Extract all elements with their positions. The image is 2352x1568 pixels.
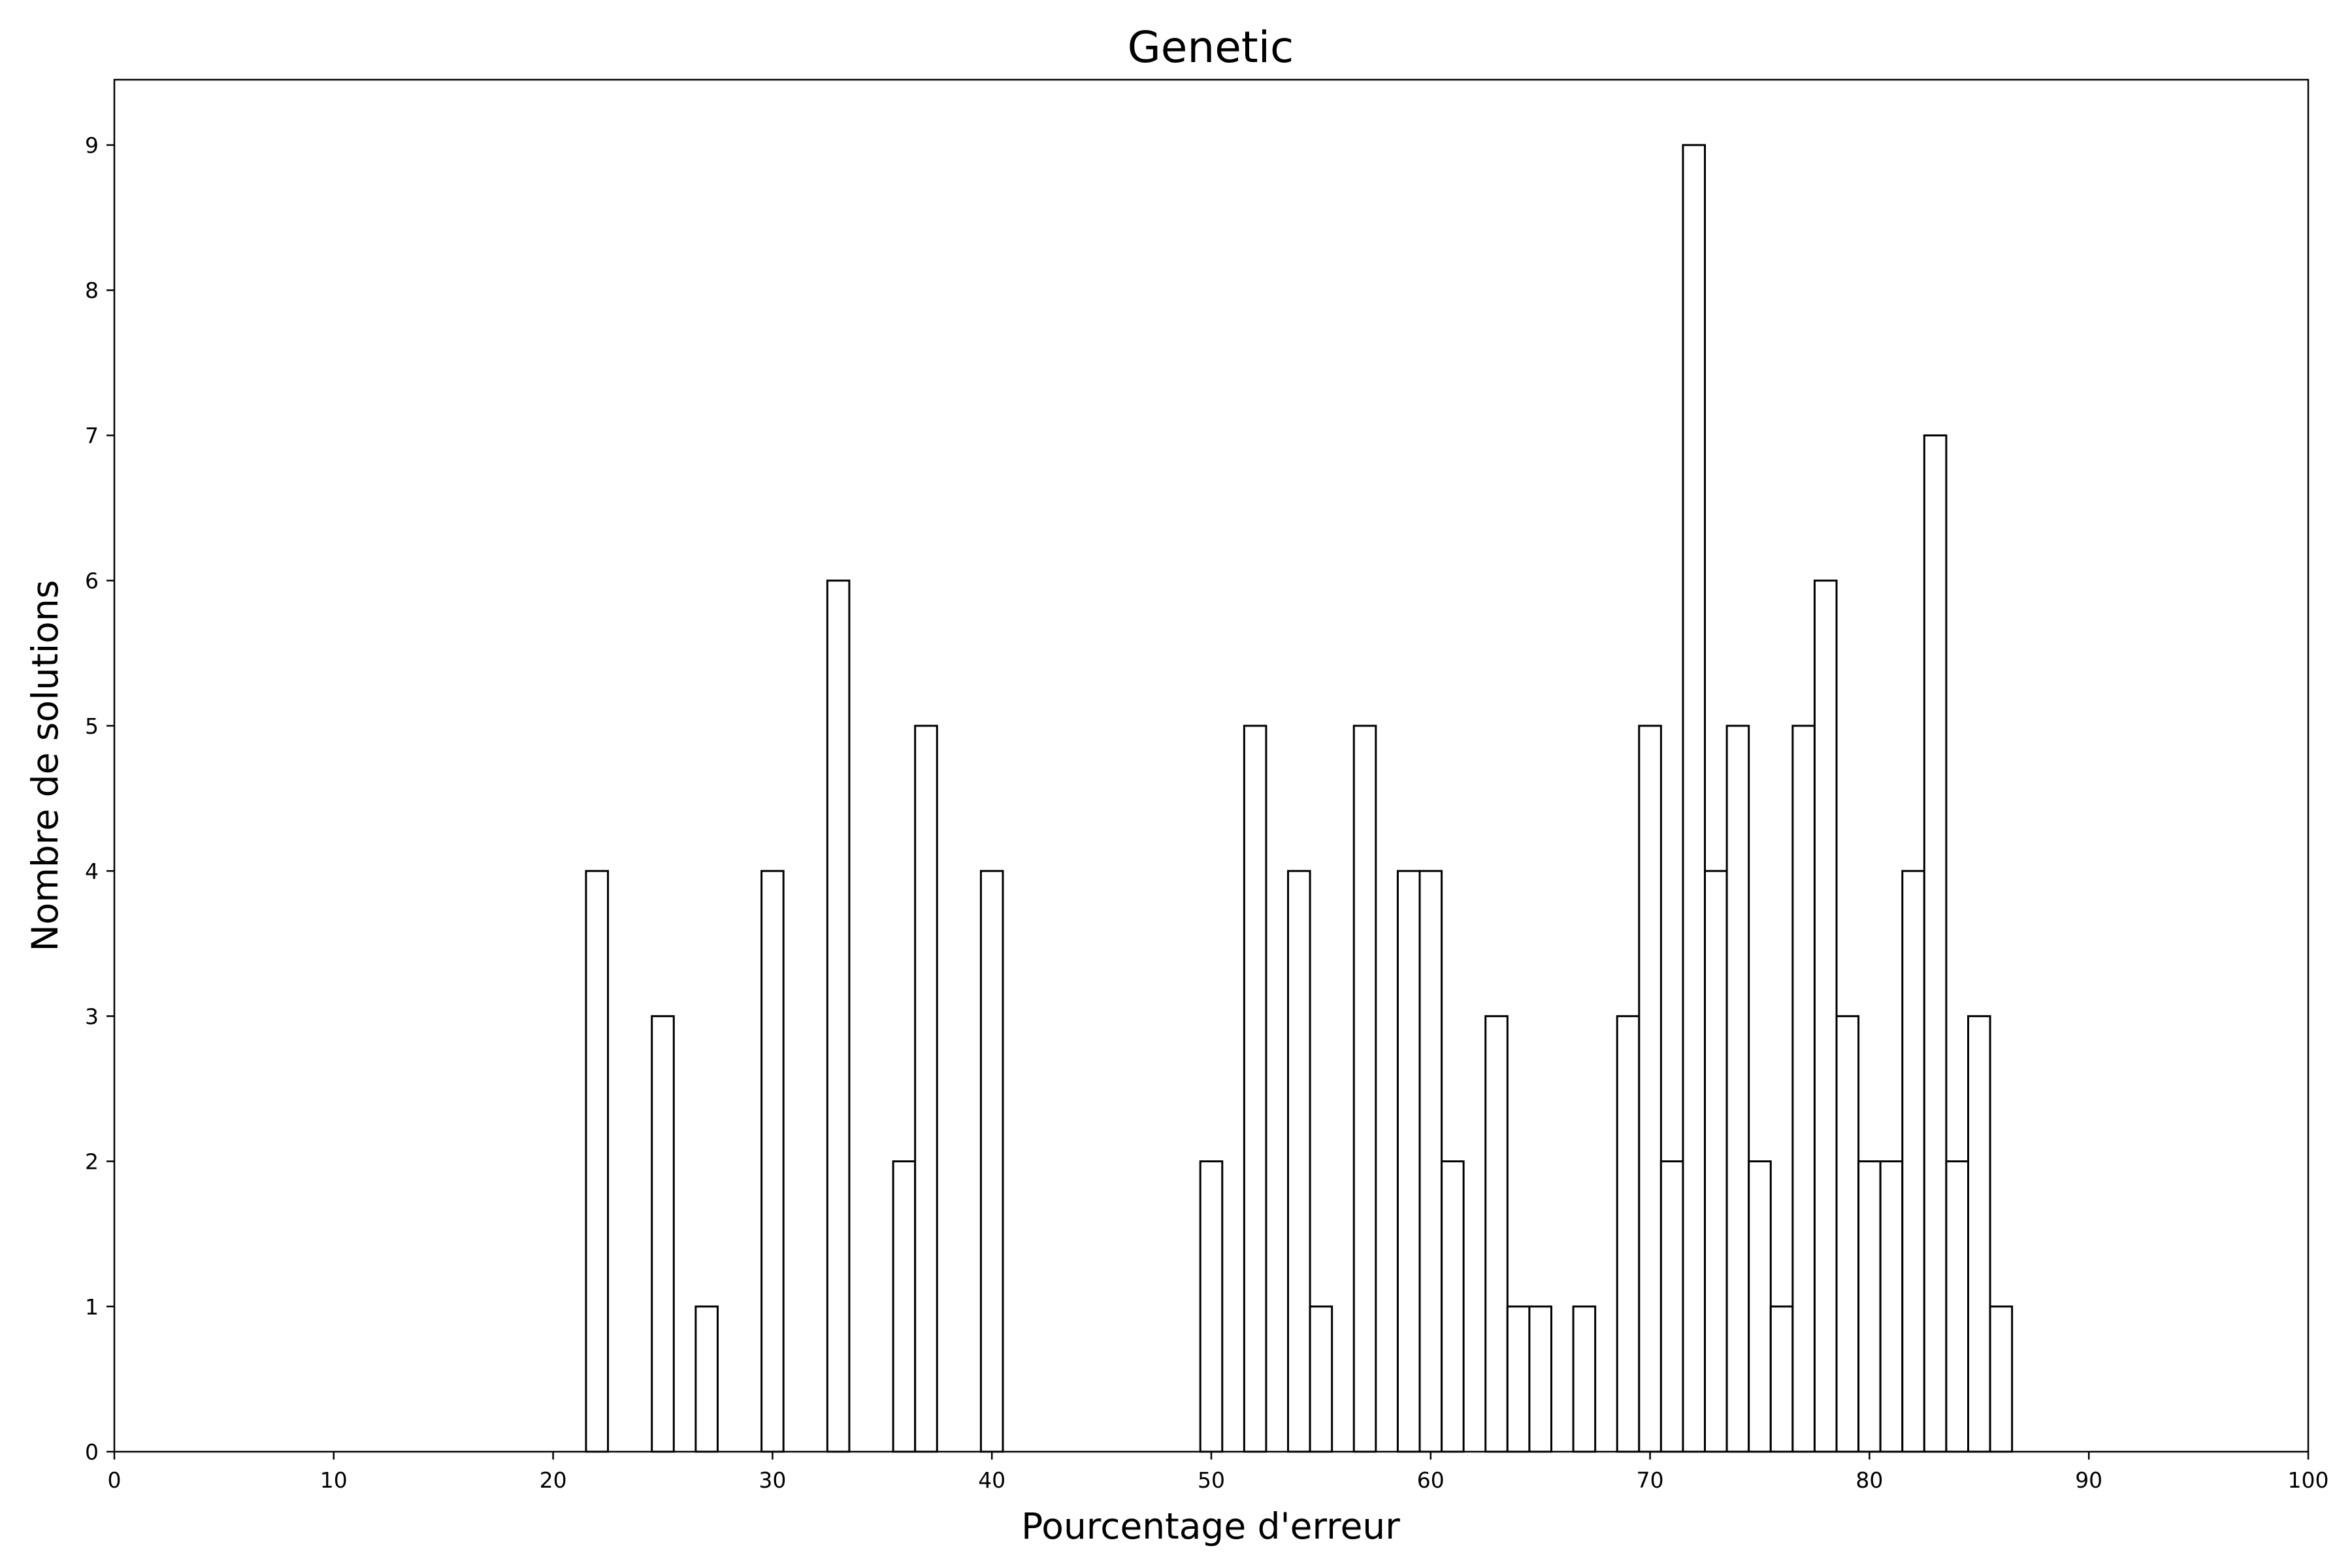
x-tick-label: 50 [1198, 1467, 1225, 1493]
histogram-bar [651, 1015, 675, 1453]
x-tick-label: 100 [2288, 1467, 2329, 1493]
histogram-bar [979, 870, 1004, 1453]
histogram-bar [1352, 725, 1377, 1453]
x-tick-label: 90 [2075, 1467, 2102, 1493]
histogram-bar [1638, 725, 1662, 1453]
histogram-bar [1923, 434, 1948, 1453]
histogram-bar [1967, 1015, 1991, 1453]
y-tick-label: 5 [85, 713, 99, 739]
histogram-bar [1418, 870, 1443, 1453]
histogram-bar [760, 870, 785, 1453]
histogram-bar [1243, 725, 1267, 1453]
x-tick-label: 60 [1417, 1467, 1445, 1493]
histogram-bar [1879, 1160, 1904, 1453]
histogram-bar [1309, 1305, 1333, 1453]
x-tick-label: 0 [108, 1467, 122, 1493]
histogram-bar [1791, 725, 1816, 1453]
y-tick-label: 9 [85, 133, 99, 158]
histogram-bar [1506, 1305, 1531, 1453]
x-tick-label: 20 [540, 1467, 567, 1493]
y-tick-label: 3 [85, 1004, 99, 1029]
histogram-bar [1945, 1160, 1970, 1453]
x-tick-label: 40 [978, 1467, 1005, 1493]
histogram-bar [1441, 1160, 1465, 1453]
histogram-bar [694, 1305, 719, 1453]
y-tick-label: 8 [85, 278, 99, 303]
x-tick-label: 10 [320, 1467, 348, 1493]
histogram-bar [1725, 725, 1750, 1453]
histogram-bar [1396, 870, 1421, 1453]
x-tick-label: 30 [759, 1467, 786, 1493]
histogram-bar [1704, 870, 1728, 1453]
y-axis-label: Nombre de solutions [24, 580, 66, 952]
y-axis-ticks: 0 1 2 3 4 5 6 7 8 9 [85, 133, 114, 1465]
histogram-bar [826, 580, 851, 1453]
y-tick-label: 7 [85, 423, 99, 448]
histogram-bar [1682, 144, 1707, 1453]
histogram-bar [1659, 1160, 1684, 1453]
histogram-bar [1199, 1160, 1224, 1453]
histogram-bar [1748, 1160, 1772, 1453]
x-tick-label: 80 [1855, 1467, 1883, 1493]
x-tick-label: 70 [1637, 1467, 1664, 1493]
chart-title: Genetic [1128, 22, 1294, 73]
y-tick-label: 0 [85, 1439, 99, 1465]
histogram-bar [1901, 870, 1925, 1453]
histogram-bar [1528, 1305, 1552, 1453]
x-axis-label: Pourcentage d'erreur [1021, 1505, 1400, 1547]
histogram-bar [1572, 1305, 1597, 1453]
histogram-bar [1287, 870, 1311, 1453]
histogram-bar [1857, 1160, 1882, 1453]
histogram-bar [1616, 1015, 1641, 1453]
histogram-bar [892, 1160, 917, 1453]
x-axis-ticks: 0 10 20 30 40 50 60 70 80 90 100 [108, 1452, 2329, 1493]
bars-layer [585, 144, 2014, 1453]
histogram-bar [1484, 1015, 1509, 1453]
histogram-bar [1813, 580, 1838, 1453]
histogram-bar [1769, 1305, 1794, 1453]
y-tick-label: 1 [85, 1294, 99, 1320]
histogram-bar [1989, 1305, 2014, 1453]
y-tick-label: 2 [85, 1149, 99, 1175]
histogram-bar [585, 870, 610, 1453]
histogram-bar [914, 725, 938, 1453]
plot-frame [113, 78, 2310, 1453]
y-tick-label: 6 [85, 568, 99, 594]
histogram-bar [1835, 1015, 1860, 1453]
y-tick-label: 4 [85, 858, 99, 884]
